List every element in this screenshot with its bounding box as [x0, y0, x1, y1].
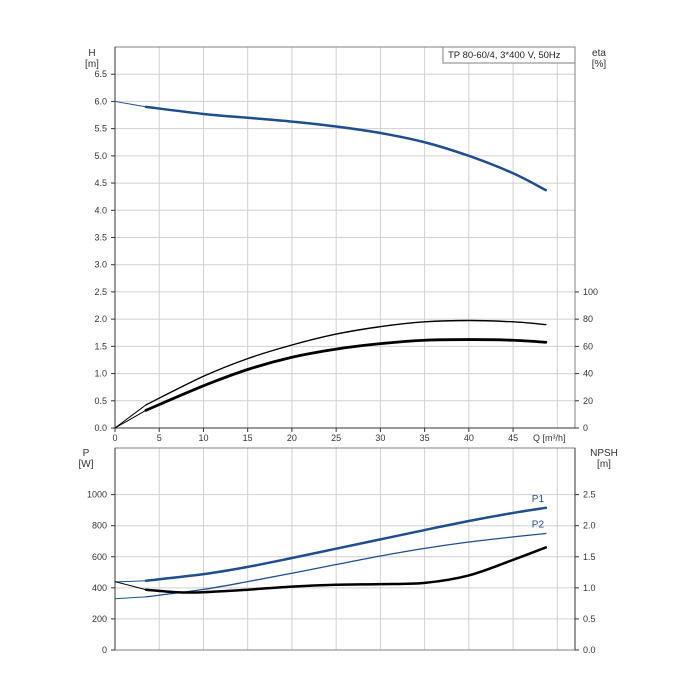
- left-tick-label: 0.5: [94, 396, 107, 406]
- eta-axis-label: eta: [592, 48, 606, 59]
- x-tick-label: 45: [508, 433, 518, 443]
- left-tick-label: 600: [92, 552, 107, 562]
- curve-segment-operating: [145, 319, 547, 406]
- left-tick-label: 400: [92, 583, 107, 593]
- left-tick-label: 6.5: [94, 69, 107, 79]
- left-tick-label: 200: [92, 614, 107, 624]
- right-tick-label: 2.0: [583, 521, 596, 531]
- curve-segment-operating: [144, 546, 548, 594]
- left-tick-label: 800: [92, 521, 107, 531]
- curve-segment-operating: [144, 338, 548, 412]
- x-tick-label: 0: [112, 433, 117, 443]
- top-grid: [115, 47, 575, 428]
- left-tick-label: 5.0: [94, 151, 107, 161]
- left-tick-label: 2.0: [94, 314, 107, 324]
- top-series: [114, 100, 548, 429]
- right-tick-label: 1.0: [583, 583, 596, 593]
- curve-segment-extrapolated: [114, 404, 147, 429]
- left-tick-label: 1.5: [94, 341, 107, 351]
- npsh-axis-unit: [m]: [597, 459, 611, 470]
- curve-segment-extrapolated: [114, 596, 146, 600]
- npsh-axis-label: NPSH: [590, 448, 618, 459]
- left-tick-label: 5.5: [94, 124, 107, 134]
- right-tick-label: 80: [583, 314, 593, 324]
- curve-segment-operating: [145, 532, 547, 598]
- x-tick-label: 15: [243, 433, 253, 443]
- left-tick-label: 0: [102, 645, 107, 655]
- curve-segment-extrapolated: [114, 580, 146, 583]
- right-tick-label: 60: [583, 341, 593, 351]
- head-axis-label: H: [88, 48, 95, 59]
- title-box: [442, 46, 576, 64]
- right-tick-label: 2.5: [583, 490, 596, 500]
- x-tick-label: 20: [287, 433, 297, 443]
- power-axis-ticks: 0 200 400 600 800 1000: [87, 490, 115, 655]
- power-axis-label: P: [83, 448, 90, 459]
- eta-axis-unit: [%]: [592, 59, 607, 70]
- series-label-p2: P2: [532, 519, 545, 530]
- left-tick-label: 4.0: [94, 205, 107, 215]
- curve-segment-extrapolated: [114, 100, 147, 108]
- left-tick-label: 6.0: [94, 96, 107, 106]
- bottom-series: P1 P2: [114, 494, 548, 600]
- right-tick-label: 0.0: [583, 645, 596, 655]
- x-tick-label: 5: [157, 433, 162, 443]
- right-tick-label: 0.5: [583, 614, 596, 624]
- right-tick-label: 40: [583, 369, 593, 379]
- right-tick-label: 100: [583, 287, 598, 297]
- curve-segment-operating: [144, 105, 548, 192]
- curve-segment-extrapolated: [114, 581, 147, 591]
- x-tick-label: 10: [198, 433, 208, 443]
- left-tick-label: 1.0: [94, 369, 107, 379]
- flow-axis-ticks: 0 5 10 15 20 25 30 35 40 45: [112, 428, 518, 443]
- series-label-p1: P1: [532, 494, 545, 505]
- right-tick-label: 0: [583, 423, 588, 433]
- head-efficiency-plot: 0.0 0.5 1.0 1.5 2.0 2.5 3.0 3.5 4.0 4.5 5.0 5.5 6.0 6…: [85, 46, 607, 443]
- power-axis-unit: [W]: [79, 459, 94, 470]
- right-tick-label: 1.5: [583, 552, 596, 562]
- x-tick-label: 35: [420, 433, 430, 443]
- left-tick-label: 3.0: [94, 260, 107, 270]
- curve-segment-operating: [144, 506, 548, 582]
- npsh-axis-ticks: 0.0 0.5 1.0 1.5 2.0 2.5: [575, 490, 596, 655]
- left-tick-label: 2.5: [94, 287, 107, 297]
- bottom-plot-frame: [114, 447, 576, 651]
- x-tick-label: 25: [331, 433, 341, 443]
- head-axis-unit: [m]: [85, 59, 99, 70]
- left-tick-label: 3.5: [94, 233, 107, 243]
- left-tick-label: 0.0: [94, 423, 107, 433]
- eta-axis-ticks: 0 20 40 60 80 100: [575, 287, 598, 433]
- left-tick-label: 4.5: [94, 178, 107, 188]
- x-tick-label: 40: [464, 433, 474, 443]
- curve-segment-extrapolated: [114, 409, 147, 429]
- left-tick-label: 1000: [87, 490, 107, 500]
- head-axis-ticks: 0.0 0.5 1.0 1.5 2.0 2.5 3.0 3.5 4.0 4.5 5.0 5.5 6.0 6…: [94, 69, 115, 433]
- right-tick-label: 20: [583, 396, 593, 406]
- flow-axis-label: Q [m³/h]: [533, 433, 566, 443]
- bottom-grid: [115, 448, 575, 650]
- chart-title: TP 80-60/4, 3*400 V, 50Hz: [448, 50, 561, 61]
- x-tick-label: 30: [375, 433, 385, 443]
